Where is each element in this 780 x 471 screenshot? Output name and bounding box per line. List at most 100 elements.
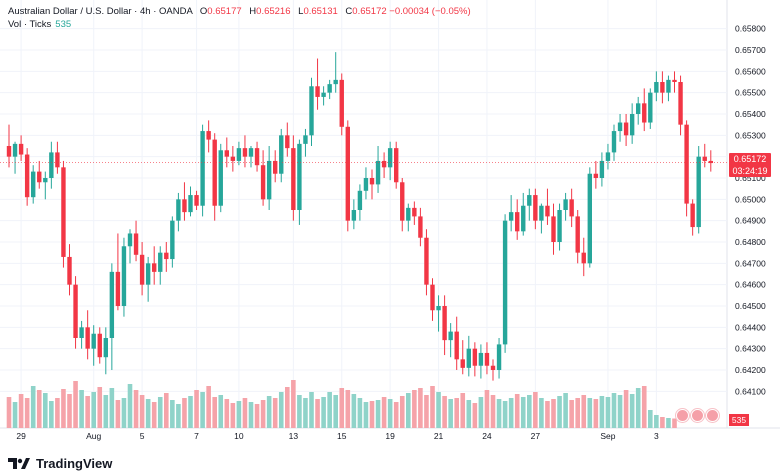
volume-bar bbox=[121, 398, 127, 428]
candle-body bbox=[176, 199, 181, 221]
volume-bar bbox=[448, 399, 453, 428]
candle-body bbox=[593, 173, 599, 178]
event-markers[interactable] bbox=[676, 409, 719, 422]
symbol-title[interactable]: Australian Dollar / U.S. Dollar · 4h · O… bbox=[8, 6, 193, 17]
time-tick-label: 19 bbox=[385, 431, 395, 441]
volume-bar bbox=[272, 398, 278, 428]
open-label: O bbox=[199, 6, 208, 17]
tradingview-logo[interactable]: TradingView bbox=[8, 456, 112, 471]
volume-bar bbox=[454, 398, 459, 428]
volume-bar bbox=[339, 388, 345, 428]
candle-body bbox=[599, 160, 605, 178]
candle-body bbox=[569, 199, 574, 217]
time-tick-label: 3 bbox=[654, 431, 659, 441]
volume-bar bbox=[218, 395, 224, 428]
price-tick-label: 0.65700 bbox=[735, 45, 766, 55]
close-label: C bbox=[345, 6, 353, 17]
candle-body bbox=[212, 139, 217, 206]
candle-body bbox=[339, 79, 344, 127]
time-tick-label: 10 bbox=[234, 431, 244, 441]
candle-body bbox=[309, 86, 314, 136]
price-tick-label: 0.64700 bbox=[735, 258, 766, 268]
volume-bar bbox=[97, 387, 103, 428]
volume-bar bbox=[660, 417, 665, 428]
candle-body bbox=[230, 156, 236, 161]
candle-body bbox=[170, 220, 175, 260]
volume-bar bbox=[466, 400, 472, 428]
volume-bar bbox=[666, 418, 671, 428]
volume-bar bbox=[151, 402, 157, 428]
candle-body bbox=[406, 207, 411, 221]
candle-body bbox=[333, 79, 338, 85]
volume-bar bbox=[321, 397, 326, 428]
time-tick-label: Aug bbox=[86, 431, 101, 441]
candle-body bbox=[678, 82, 683, 125]
volume-bar bbox=[496, 399, 502, 428]
candle-body bbox=[103, 338, 108, 358]
volume-bar bbox=[36, 390, 42, 428]
candle-body bbox=[654, 82, 659, 93]
price-tick-label: 0.65500 bbox=[735, 88, 766, 98]
candle-body bbox=[454, 331, 459, 360]
volume-bar bbox=[115, 400, 121, 428]
volume-label[interactable]: Vol · Ticks bbox=[8, 19, 52, 30]
candle-body bbox=[109, 271, 115, 338]
volume-bar bbox=[327, 392, 332, 428]
candle-body bbox=[466, 348, 471, 368]
price-axis[interactable]: 0.65800 0.65700 0.65600 0.65500 0.65400 0.653… bbox=[735, 24, 766, 397]
candle-body bbox=[460, 359, 465, 368]
volume-bar bbox=[6, 397, 12, 428]
candle-body bbox=[37, 171, 42, 183]
volume-bar bbox=[260, 400, 266, 428]
candle-body bbox=[285, 135, 290, 149]
volume-bar bbox=[527, 395, 532, 428]
volume-bar bbox=[206, 386, 211, 428]
volume-bar bbox=[291, 380, 296, 428]
event-flag-icon[interactable] bbox=[676, 409, 689, 422]
candle-body bbox=[206, 131, 211, 140]
candle-body bbox=[617, 122, 623, 132]
candle-body bbox=[85, 327, 90, 349]
last-volume-tag: 535 bbox=[729, 414, 749, 426]
volume-bar bbox=[635, 388, 641, 428]
price-tick-label: 0.64600 bbox=[735, 280, 766, 290]
candle-body bbox=[508, 212, 514, 221]
price-tick-label: 0.65800 bbox=[735, 24, 766, 34]
event-flag-icon[interactable] bbox=[706, 409, 719, 422]
volume-bar bbox=[593, 399, 599, 428]
volume-bar bbox=[363, 402, 369, 428]
candle-body bbox=[327, 84, 332, 93]
volume-bar bbox=[617, 395, 623, 428]
volume-bar bbox=[436, 392, 441, 428]
volume-bar bbox=[539, 398, 544, 428]
open-value: 0.65177 bbox=[207, 6, 242, 17]
volume-bar bbox=[333, 395, 338, 428]
volume-bar bbox=[266, 396, 272, 428]
candle-body bbox=[394, 148, 399, 183]
volume-bar bbox=[182, 398, 187, 428]
volume-bar bbox=[188, 396, 193, 428]
volume-bar bbox=[430, 386, 435, 428]
candle-body bbox=[303, 135, 308, 144]
volume-bar bbox=[442, 396, 447, 428]
candle-body bbox=[49, 152, 54, 178]
volume-bar bbox=[484, 390, 490, 428]
volume-bar bbox=[623, 390, 629, 428]
price-tick-label: 0.64900 bbox=[735, 216, 766, 226]
volume-bar bbox=[278, 392, 284, 428]
volume-bar bbox=[170, 400, 175, 428]
volume-bar bbox=[587, 398, 593, 428]
candle-body bbox=[478, 352, 484, 366]
candle-body bbox=[448, 331, 453, 341]
candle-body bbox=[164, 252, 169, 260]
event-flag-icon[interactable] bbox=[691, 409, 704, 422]
volume-bar bbox=[55, 398, 60, 428]
volume-bar bbox=[254, 404, 260, 428]
candle-body bbox=[400, 182, 405, 221]
volume-bar bbox=[139, 395, 145, 428]
volume-bar bbox=[145, 399, 151, 428]
volume-bar bbox=[611, 393, 617, 428]
bar-countdown: 03:24:19 bbox=[732, 166, 768, 176]
time-axis[interactable]: 29 Aug 5 7 10 13 15 19 21 24 27 Sep 3 bbox=[16, 431, 659, 441]
